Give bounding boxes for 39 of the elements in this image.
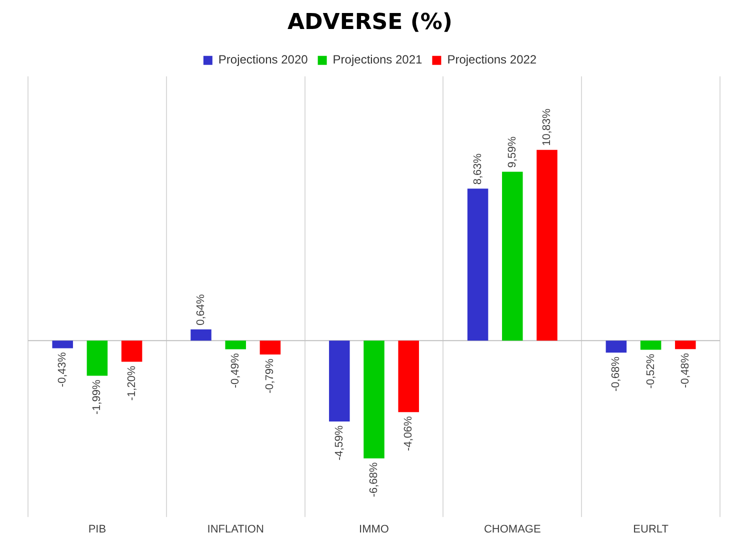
data-label: -4,59% [333,425,346,460]
data-label: -6,68% [368,462,380,498]
bar [121,340,142,362]
bar [260,340,281,355]
data-label: -0,52% [644,354,657,389]
bar [606,340,627,353]
bar [329,340,350,422]
x-tick-label: EURLT [633,523,669,536]
legend-label: Projections 2020 [218,52,308,67]
bar [86,340,108,376]
data-label: -1,20% [126,366,138,401]
data-label: 8,63% [472,153,484,185]
bar [52,340,73,348]
x-tick-label: CHOMAGE [484,523,541,536]
data-label: -0,68% [610,356,622,392]
data-label: -0,48% [679,352,692,388]
legend-label: Projections 2021 [332,52,423,67]
chart-title: ADVERSE (%) [288,10,452,35]
data-label: 10,83% [541,108,554,146]
bar [398,340,419,412]
data-label: -4,06% [402,416,415,452]
data-label: -0,43% [56,352,69,388]
x-tick-label: INFLATION [207,523,264,536]
data-label: 0,64% [195,294,208,326]
bar [190,329,212,341]
data-label: 9,59% [506,136,518,168]
x-tick-label: IMMO [359,523,390,536]
bar [675,340,696,350]
data-label: -0,49% [230,353,242,388]
bar [502,172,523,341]
bar [364,340,384,458]
x-tick-label: PIB [88,523,106,536]
bar [640,340,662,350]
bar [225,340,246,350]
legend-label: Projections 2022 [447,52,537,67]
bar [536,150,558,341]
data-label: -1,99% [91,379,104,415]
bar [467,188,488,341]
data-label: -0,79% [264,358,276,394]
